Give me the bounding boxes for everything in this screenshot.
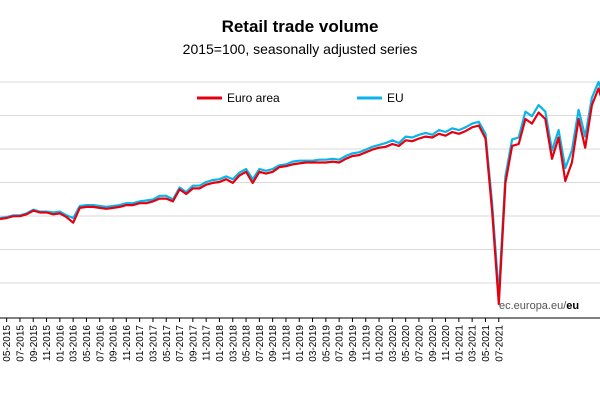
gridlines xyxy=(0,81,600,284)
series-line-euro-area xyxy=(0,87,600,306)
source-note: ec.europa.eu/eu xyxy=(499,300,579,312)
x-tick-label: 03-2021 xyxy=(468,325,479,362)
x-tick-label: 07-2018 xyxy=(255,325,266,362)
x-tick-label: 07-2020 xyxy=(415,325,426,362)
x-tick-label: 05-2016 xyxy=(82,325,93,362)
x-tick-label: 07-2015 xyxy=(16,325,27,362)
x-tick-label: 11-2017 xyxy=(202,325,213,361)
x-tick-label: 11-2015 xyxy=(42,325,53,361)
x-tick-label: 07-2019 xyxy=(335,325,346,362)
x-tick-label: 03-2020 xyxy=(388,325,399,362)
x-tick-label: 05-2020 xyxy=(401,325,412,362)
x-tick-label: 01-2017 xyxy=(135,325,146,362)
chart-title: Retail trade volume xyxy=(222,17,379,36)
x-axis-ticks: 05-2015 07-2015 09-2015 11-2015 01-2016 03-20… xyxy=(2,318,505,362)
x-tick-label: 11-2019 xyxy=(361,325,372,361)
x-tick-label: 05-2015 xyxy=(2,325,13,362)
x-tick-label: 01-2016 xyxy=(55,325,66,362)
x-tick-label: 09-2019 xyxy=(348,325,359,362)
x-tick-label: 11-2018 xyxy=(281,325,292,361)
x-tick-label: 03-2019 xyxy=(308,325,319,362)
x-tick-label: 07-2021 xyxy=(494,325,505,362)
legend-label-eu: EU xyxy=(387,91,404,105)
x-tick-label: 01-2019 xyxy=(295,325,306,362)
source-suffix: eu xyxy=(566,300,579,312)
x-tick-label: 11-2016 xyxy=(122,325,133,361)
x-tick-label: 01-2018 xyxy=(215,325,226,362)
x-tick-label: 09-2020 xyxy=(428,325,439,362)
legend-label-euro-area: Euro area xyxy=(227,91,280,105)
x-tick-label: 09-2017 xyxy=(188,325,199,362)
x-tick-label: 11-2020 xyxy=(441,325,452,361)
x-tick-label: 09-2015 xyxy=(29,325,40,362)
x-tick-label: 05-2021 xyxy=(481,325,492,362)
x-tick-label: 05-2019 xyxy=(321,325,332,362)
x-tick-label: 01-2021 xyxy=(454,325,465,362)
series-layer xyxy=(0,80,600,306)
x-tick-label: 03-2017 xyxy=(149,325,160,362)
x-tick-label: 01-2020 xyxy=(375,325,386,362)
chart-subtitle: 2015=100, seasonally adjusted series xyxy=(183,41,418,57)
x-tick-label: 07-2016 xyxy=(95,325,106,362)
legend: Euro area EU xyxy=(197,91,404,105)
x-tick-label: 09-2016 xyxy=(109,325,120,362)
x-tick-label: 07-2017 xyxy=(175,325,186,362)
x-tick-label: 05-2017 xyxy=(162,325,173,362)
x-tick-label: 03-2018 xyxy=(228,325,239,362)
x-tick-label: 05-2018 xyxy=(242,325,253,362)
x-tick-label: 03-2016 xyxy=(69,325,80,362)
x-tick-label: 09-2018 xyxy=(268,325,279,362)
series-line-eu xyxy=(0,80,600,296)
source-prefix: ec.europa.eu/ xyxy=(499,300,567,312)
